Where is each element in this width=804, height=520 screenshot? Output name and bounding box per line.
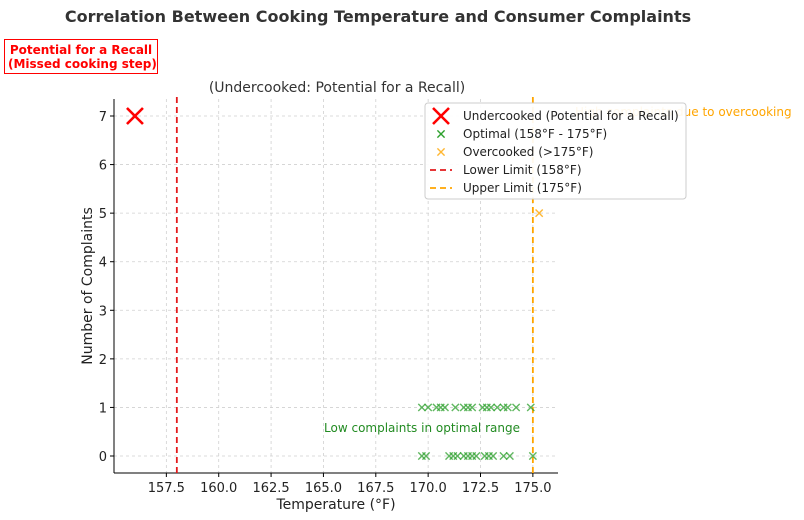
optimal-point-18 xyxy=(421,451,431,461)
y-tick-label-4: 4 xyxy=(99,256,107,271)
x-tick-label-1: 160.0 xyxy=(200,481,237,496)
legend-box xyxy=(424,102,687,200)
x-tick-label-3: 165.0 xyxy=(305,481,342,496)
chart-title: Correlation Between Cooking Temperature … xyxy=(65,7,691,26)
x-tick-label-7: 175.0 xyxy=(514,481,551,496)
legend-marker-2 xyxy=(436,147,446,157)
optimal-point-15 xyxy=(512,403,521,412)
optimal-point-29 xyxy=(499,451,508,461)
y-tick-label-6: 6 xyxy=(99,159,107,174)
legend-marker-1 xyxy=(436,129,446,139)
optimal-point-25 xyxy=(472,451,481,461)
legend-label-4: Upper Limit (175°F) xyxy=(463,181,582,195)
x-axis-label: Temperature (°F) xyxy=(275,497,395,513)
optimal-point-16 xyxy=(526,403,535,412)
y-axis-label: Number of Complaints xyxy=(80,207,96,365)
x-tick-label-4: 167.5 xyxy=(357,481,394,496)
x-tick-label-0: 157.5 xyxy=(148,481,185,496)
legend-marker-0 xyxy=(432,107,450,125)
legend-label-3: Lower Limit (158°F) xyxy=(463,163,582,177)
optimal-point-8 xyxy=(468,403,477,412)
recall-callout-line1: Potential for a Recall xyxy=(9,43,153,57)
optimal-point-11 xyxy=(486,403,496,412)
recall-callout-box: Potential for a Recall (Missed cooking s… xyxy=(4,39,158,74)
legend-label-0: Undercooked (Potential for a Recall) xyxy=(463,109,679,123)
y-tick-label-1: 1 xyxy=(99,401,107,416)
optimal-point-31 xyxy=(528,451,537,461)
y-tick-label-7: 7 xyxy=(99,110,107,125)
y-tick-label-3: 3 xyxy=(99,304,107,319)
optimal-point-1 xyxy=(424,403,433,412)
y-tick-label-0: 0 xyxy=(99,450,107,465)
optimal-annotation: Low complaints in optimal range xyxy=(324,421,520,435)
optimal-point-21 xyxy=(453,451,462,461)
legend-label-2: Overcooked (>175°F) xyxy=(463,145,593,159)
optimal-point-5 xyxy=(451,403,460,412)
y-tick-label-5: 5 xyxy=(99,207,107,222)
optimal-point-14 xyxy=(503,403,512,412)
undercooked-annotation: (Undercooked: Potential for a Recall) xyxy=(209,80,465,96)
x-tick-label-6: 172.5 xyxy=(462,481,499,496)
overcooked-point-0 xyxy=(535,209,544,218)
optimal-point-4 xyxy=(440,403,450,412)
optimal-point-30 xyxy=(505,451,514,461)
x-tick-label-2: 162.5 xyxy=(252,481,289,496)
recall-callout-line2: (Missed cooking step) xyxy=(8,57,157,71)
optimal-point-28 xyxy=(488,451,498,461)
legend-label-1: Optimal (158°F - 175°F) xyxy=(463,127,607,141)
optimal-point-0 xyxy=(417,403,426,412)
x-tick-label-5: 170.0 xyxy=(410,481,447,496)
y-tick-label-2: 2 xyxy=(99,353,107,368)
optimal-point-12 xyxy=(493,403,502,412)
undercooked-point-0 xyxy=(126,107,144,125)
